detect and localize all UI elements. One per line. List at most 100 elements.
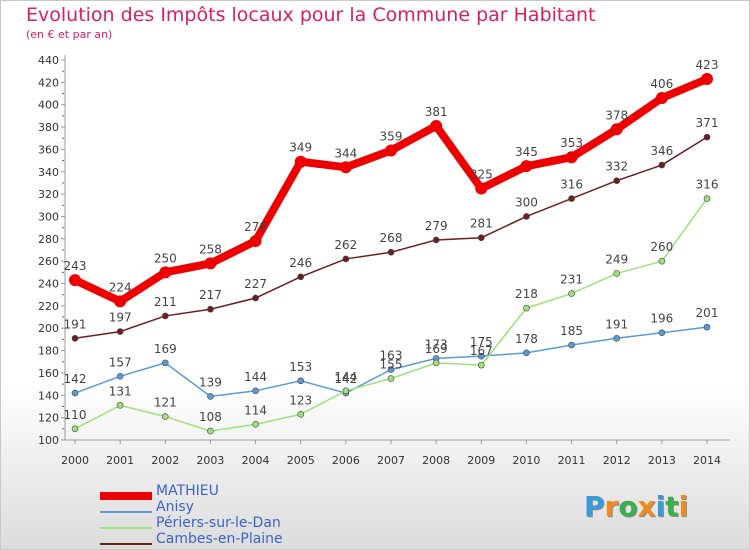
data-point-mathieu <box>204 257 217 270</box>
data-label-anisy: 185 <box>560 324 583 338</box>
legend-label-periers: Périers-sur-le-Dan <box>156 515 281 531</box>
y-tick-label: 420 <box>38 76 59 89</box>
logo-letter: P <box>584 490 605 523</box>
data-point-cambes-en-plaine <box>703 133 711 141</box>
data-point-anisy <box>568 341 575 349</box>
x-tick-label: 2002 <box>151 454 179 467</box>
x-tick-label: 2011 <box>558 454 586 467</box>
data-label-anisy: 157 <box>109 355 132 369</box>
data-label-mathieu: 243 <box>64 259 87 273</box>
y-tick-label: 140 <box>38 389 59 402</box>
data-point-mathieu <box>385 144 397 157</box>
y-tick-label: 360 <box>38 143 59 156</box>
y-tick-label: 180 <box>38 345 59 358</box>
data-label-cambes-en-plaine: 281 <box>470 217 493 231</box>
data-point-anisy <box>207 393 214 400</box>
data-label-p-riers-sur-le-dan: 231 <box>560 273 583 287</box>
data-label-anisy: 173 <box>425 337 448 351</box>
data-point-anisy <box>297 377 305 385</box>
data-label-cambes-en-plaine: 316 <box>560 178 583 192</box>
y-tick-label: 200 <box>38 322 59 335</box>
y-tick-label: 120 <box>38 412 59 425</box>
y-tick-label: 160 <box>38 367 59 380</box>
data-point-mathieu <box>69 274 81 287</box>
logo-letter: o <box>618 490 638 523</box>
legend-item-anisy: Anisy <box>100 499 340 517</box>
legend-label-cambes: Cambes-en-Plaine <box>156 531 283 547</box>
data-point-mathieu <box>475 182 488 195</box>
data-point-p-riers-sur-le-dan <box>432 359 440 367</box>
legend-swatch-anisy <box>100 511 152 513</box>
y-tick-label: 100 <box>38 434 59 447</box>
data-point-cambes-en-plaine <box>71 334 79 342</box>
x-tick-label: 2007 <box>377 454 405 467</box>
data-label-p-riers-sur-le-dan: 260 <box>650 240 673 254</box>
data-point-anisy <box>523 349 530 357</box>
data-label-p-riers-sur-le-dan: 121 <box>154 396 177 410</box>
legend-item-cambes: Cambes-en-Plaine <box>100 531 340 549</box>
y-tick-label: 340 <box>38 166 59 179</box>
data-label-anisy: 175 <box>470 335 493 349</box>
data-point-p-riers-sur-le-dan <box>387 375 395 382</box>
y-tick-label: 320 <box>38 188 59 201</box>
data-label-p-riers-sur-le-dan: 169 <box>425 342 448 356</box>
data-label-mathieu: 345 <box>515 145 538 159</box>
data-label-p-riers-sur-le-dan: 144 <box>334 370 357 384</box>
data-label-cambes-en-plaine: 279 <box>425 219 448 233</box>
data-label-anisy: 139 <box>199 375 222 389</box>
data-point-mathieu <box>610 123 623 136</box>
x-tick-label: 2010 <box>512 454 540 467</box>
data-label-anisy: 169 <box>154 342 177 356</box>
data-point-cambes-en-plaine <box>523 213 530 220</box>
data-point-p-riers-sur-le-dan <box>523 304 530 312</box>
data-label-p-riers-sur-le-dan: 316 <box>696 178 719 192</box>
data-point-anisy <box>116 372 124 380</box>
data-point-cambes-en-plaine <box>658 161 666 169</box>
data-label-mathieu: 353 <box>560 136 583 150</box>
x-tick-label: 2001 <box>106 454 134 467</box>
legend: MATHIEU Anisy Périers-sur-le-Dan Cambes-… <box>100 483 340 549</box>
data-label-cambes-en-plaine: 371 <box>696 116 719 130</box>
y-tick-label: 380 <box>38 121 59 134</box>
data-point-anisy <box>252 387 259 395</box>
data-point-mathieu <box>565 151 578 164</box>
data-label-cambes-en-plaine: 217 <box>199 288 222 302</box>
data-label-cambes-en-plaine: 262 <box>334 238 357 252</box>
data-label-anisy: 191 <box>605 317 628 331</box>
legend-item-mathieu: MATHIEU <box>100 483 340 501</box>
data-point-mathieu <box>430 119 443 132</box>
data-point-anisy <box>71 389 79 397</box>
data-point-cambes-en-plaine <box>297 273 305 281</box>
data-label-mathieu: 278 <box>244 220 267 234</box>
data-point-cambes-en-plaine <box>252 294 259 302</box>
data-point-p-riers-sur-le-dan <box>297 410 305 418</box>
legend-swatch-mathieu <box>100 492 152 500</box>
data-point-cambes-en-plaine <box>432 236 440 244</box>
data-label-cambes-en-plaine: 300 <box>515 195 538 209</box>
data-label-anisy: 196 <box>650 312 673 326</box>
data-point-anisy <box>161 359 169 367</box>
x-tick-label: 2006 <box>332 454 360 467</box>
data-point-anisy <box>613 334 621 342</box>
data-label-anisy: 142 <box>64 372 87 386</box>
y-tick-label: 400 <box>38 99 59 112</box>
data-point-mathieu <box>159 266 172 279</box>
data-label-cambes-en-plaine: 227 <box>244 277 267 291</box>
data-point-p-riers-sur-le-dan <box>613 270 621 277</box>
data-label-mathieu: 258 <box>199 242 222 256</box>
data-label-cambes-en-plaine: 211 <box>154 295 177 309</box>
data-label-cambes-en-plaine: 268 <box>380 231 403 245</box>
data-label-p-riers-sur-le-dan: 123 <box>289 393 312 407</box>
data-label-p-riers-sur-le-dan: 131 <box>109 384 132 398</box>
data-point-mathieu <box>520 160 533 173</box>
y-tick-label: 440 <box>38 54 59 67</box>
data-label-mathieu: 349 <box>289 141 312 155</box>
data-label-mathieu: 378 <box>605 108 628 122</box>
y-tick-label: 260 <box>38 255 59 268</box>
legend-swatch-periers <box>100 527 152 529</box>
data-label-cambes-en-plaine: 197 <box>109 311 132 325</box>
x-tick-label: 2008 <box>422 454 450 467</box>
x-tick-label: 2009 <box>467 454 495 467</box>
data-point-p-riers-sur-le-dan <box>207 427 214 435</box>
data-label-cambes-en-plaine: 346 <box>650 144 673 158</box>
